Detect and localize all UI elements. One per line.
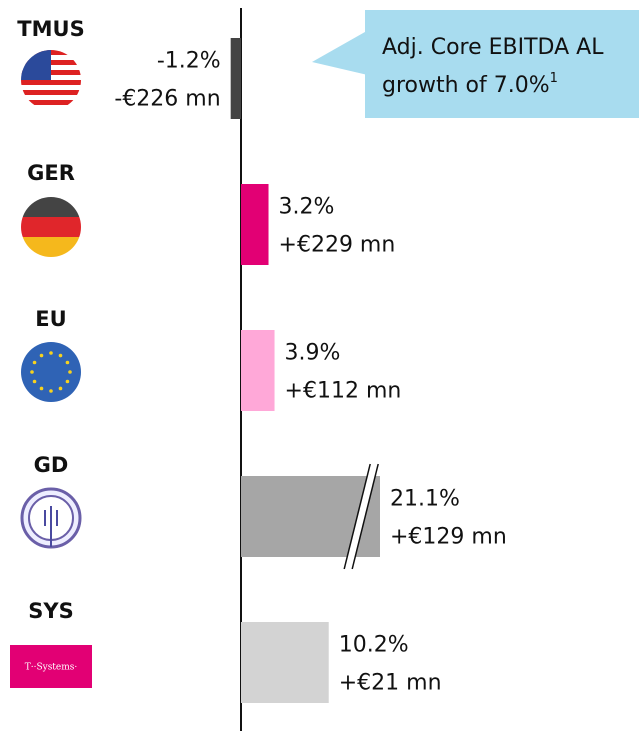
star [58,353,63,358]
category-label: TMUS [17,17,84,41]
callout: Adj. Core EBITDA AL growth of 7.0%1 [312,10,639,118]
annotation-text: growth of 7.0% [382,73,550,98]
star [65,360,70,365]
axis-break [343,463,371,570]
annotation-line: growth of 7.0%1 [382,71,558,99]
star [58,386,63,391]
amount-label: +€21 mn [339,671,442,696]
star [39,386,44,391]
star [39,353,44,358]
footnote: 1 [550,71,558,86]
star [65,379,70,384]
amount-label: -€226 mn [114,87,220,112]
star [30,370,34,374]
sys-logo: T··Systems· [10,645,92,688]
bar [241,330,275,411]
star [32,379,37,384]
axis-break [351,463,379,570]
amount-label: +€229 mn [279,233,396,258]
value-label: 10.2% [339,633,409,658]
star [49,389,53,393]
bar [241,184,269,265]
value-label: 21.1% [390,487,460,512]
value-label: 3.2% [279,195,335,220]
category-label: GD [34,453,69,477]
value-label: 3.9% [285,341,341,366]
annotation-line: Adj. Core EBITDA AL [382,35,604,60]
category-label: GER [27,161,75,185]
bar [230,38,241,119]
callout-box [365,10,639,118]
gd-logo [20,487,82,549]
axis-break [344,464,379,569]
value-label: -1.2% [157,49,221,74]
eu-flag [21,342,81,402]
amount-label: +€112 mn [285,379,402,404]
star [68,370,72,374]
category-label: SYS [28,599,73,623]
star [32,360,37,365]
sys-logo-text: T··Systems· [25,663,78,673]
de-flag [21,197,81,257]
bar [241,622,329,703]
category-label: EU [35,307,66,331]
amount-label: +€129 mn [390,525,507,550]
callout-pointer [312,28,372,76]
star [49,351,53,355]
us-flag [21,50,81,110]
